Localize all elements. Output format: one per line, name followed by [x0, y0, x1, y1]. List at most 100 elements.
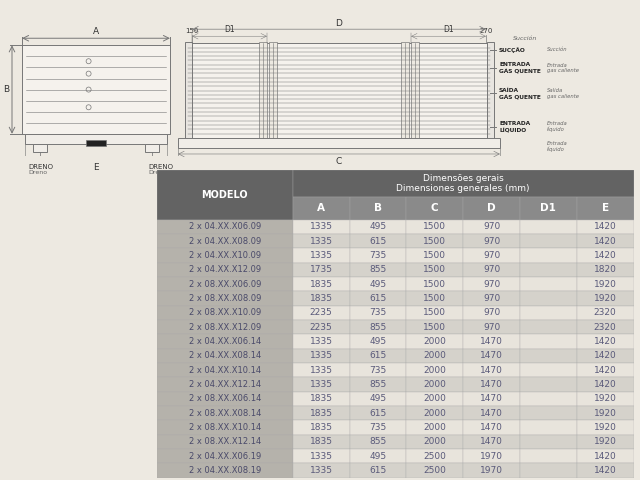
- Text: Succión: Succión: [547, 48, 568, 52]
- Bar: [463, 463, 520, 478]
- Bar: [349, 234, 406, 248]
- Bar: [292, 449, 349, 463]
- Bar: [463, 420, 520, 434]
- Bar: [157, 334, 292, 348]
- Bar: [520, 291, 577, 306]
- Bar: [463, 263, 520, 277]
- Bar: [349, 434, 406, 449]
- Text: 970: 970: [483, 294, 500, 303]
- Bar: [33, 144, 47, 152]
- Text: 2 x 04.XX.X12.09: 2 x 04.XX.X12.09: [189, 265, 261, 274]
- Bar: [406, 434, 463, 449]
- Text: 1470: 1470: [480, 437, 503, 446]
- Text: 2000: 2000: [423, 394, 446, 403]
- Text: SAÍDA
GÁS QUENTE: SAÍDA GÁS QUENTE: [499, 88, 541, 99]
- Text: 1835: 1835: [310, 294, 333, 303]
- Bar: [406, 334, 463, 348]
- Text: 2 x 08.XX.X10.14: 2 x 08.XX.X10.14: [189, 423, 261, 432]
- Text: 1920: 1920: [594, 408, 616, 418]
- Text: Salida
gas caliente: Salida gas caliente: [547, 88, 579, 99]
- Text: D: D: [487, 203, 496, 213]
- Text: Dreno: Dreno: [28, 170, 47, 175]
- Text: Dreno: Dreno: [148, 170, 167, 175]
- Bar: [406, 306, 463, 320]
- Bar: [292, 291, 349, 306]
- Bar: [577, 334, 634, 348]
- Text: 1835: 1835: [310, 408, 333, 418]
- Text: 1335: 1335: [310, 380, 333, 389]
- Text: 855: 855: [369, 323, 387, 332]
- Bar: [406, 263, 463, 277]
- Text: 1335: 1335: [310, 251, 333, 260]
- Text: 2 x 04.XX.X08.19: 2 x 04.XX.X08.19: [189, 466, 261, 475]
- Bar: [411, 42, 419, 139]
- Bar: [349, 420, 406, 434]
- Text: 1835: 1835: [310, 394, 333, 403]
- Bar: [463, 277, 520, 291]
- Bar: [292, 196, 349, 219]
- Bar: [292, 219, 349, 234]
- Text: 2 x 04.XX.X08.14: 2 x 04.XX.X08.14: [189, 351, 261, 360]
- Bar: [463, 392, 520, 406]
- Text: 1335: 1335: [310, 366, 333, 374]
- Bar: [349, 306, 406, 320]
- Bar: [520, 377, 577, 392]
- Text: 495: 495: [369, 394, 387, 403]
- Text: Succión: Succión: [513, 36, 538, 41]
- Text: 2 x 04.XX.X10.14: 2 x 04.XX.X10.14: [189, 366, 261, 374]
- Text: 150: 150: [186, 28, 198, 34]
- Bar: [520, 348, 577, 363]
- Bar: [401, 42, 409, 139]
- Bar: [406, 420, 463, 434]
- Bar: [577, 263, 634, 277]
- Bar: [349, 248, 406, 263]
- Bar: [292, 248, 349, 263]
- Text: 735: 735: [369, 251, 387, 260]
- Text: 2 x 04.XX.X06.19: 2 x 04.XX.X06.19: [189, 452, 261, 461]
- Bar: [259, 42, 267, 139]
- Bar: [157, 377, 292, 392]
- Bar: [157, 291, 292, 306]
- Text: DRENO: DRENO: [28, 164, 53, 170]
- Text: 2235: 2235: [310, 323, 332, 332]
- Text: 1420: 1420: [594, 452, 616, 461]
- Text: 855: 855: [369, 380, 387, 389]
- Text: 2000: 2000: [423, 437, 446, 446]
- Bar: [577, 234, 634, 248]
- Text: 1500: 1500: [423, 237, 446, 246]
- Text: ENTRADA
GÁS QUENTE: ENTRADA GÁS QUENTE: [499, 62, 541, 73]
- Text: 2 x 08.XX.X06.14: 2 x 08.XX.X06.14: [189, 394, 261, 403]
- Bar: [292, 234, 349, 248]
- Text: 855: 855: [369, 265, 387, 274]
- Bar: [577, 348, 634, 363]
- Text: 495: 495: [369, 337, 387, 346]
- Text: 1920: 1920: [594, 279, 616, 288]
- Bar: [463, 377, 520, 392]
- Text: 970: 970: [483, 279, 500, 288]
- Bar: [577, 291, 634, 306]
- Bar: [406, 291, 463, 306]
- Bar: [157, 420, 292, 434]
- Text: 2320: 2320: [594, 308, 616, 317]
- Bar: [406, 363, 463, 377]
- Text: Dimensões gerais
Dimensiones generales (mm): Dimensões gerais Dimensiones generales (…: [396, 174, 530, 193]
- Bar: [577, 377, 634, 392]
- Text: 2 x 08.XX.X10.09: 2 x 08.XX.X10.09: [189, 308, 261, 317]
- Bar: [577, 434, 634, 449]
- Bar: [520, 263, 577, 277]
- Bar: [520, 196, 577, 219]
- Bar: [349, 377, 406, 392]
- Bar: [520, 449, 577, 463]
- Text: 1920: 1920: [594, 394, 616, 403]
- Bar: [349, 406, 406, 420]
- Text: Entrada
líquido: Entrada líquido: [547, 121, 568, 132]
- Text: 2000: 2000: [423, 351, 446, 360]
- Bar: [463, 334, 520, 348]
- Text: B: B: [3, 85, 9, 94]
- Bar: [292, 363, 349, 377]
- Bar: [463, 248, 520, 263]
- Bar: [463, 449, 520, 463]
- Bar: [520, 248, 577, 263]
- Text: 1335: 1335: [310, 351, 333, 360]
- Text: 2500: 2500: [423, 466, 446, 475]
